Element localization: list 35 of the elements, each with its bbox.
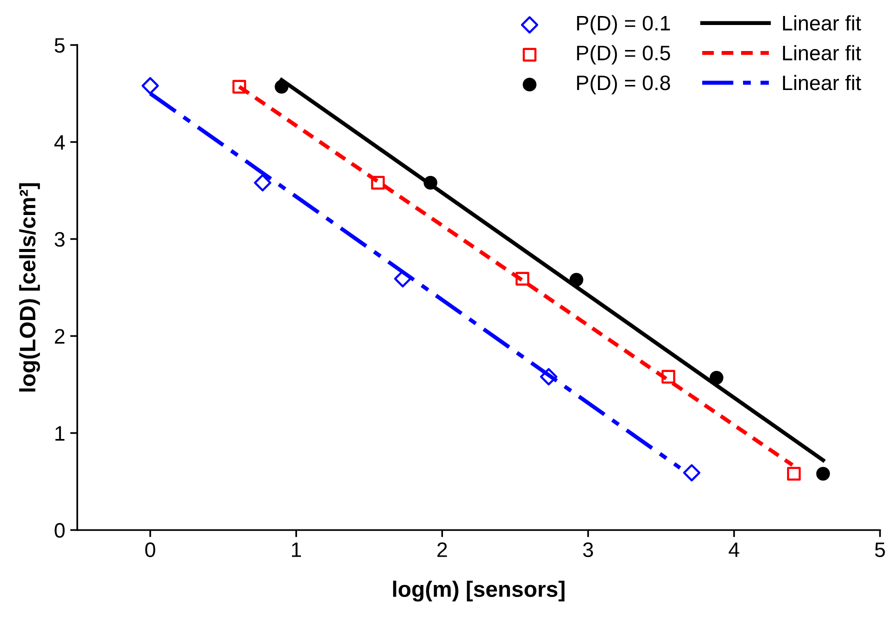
x-tick-label: 2 (437, 542, 447, 557)
point (394, 270, 412, 288)
legend-label: P(D) = 0.1 (577, 15, 670, 35)
point (274, 80, 288, 94)
point (662, 370, 676, 384)
x-axis-title: log(m) [sensors] (393, 580, 564, 602)
x-tick-label: 4 (728, 542, 740, 557)
legend-label: Linear fit (783, 74, 862, 90)
legend-label: Linear fit (783, 15, 862, 31)
point (570, 272, 584, 287)
legend-label: P(D) = 0.5 (577, 45, 670, 65)
y-tick-label: 5 (54, 38, 65, 53)
point (232, 80, 246, 94)
point (787, 466, 801, 481)
point (371, 176, 385, 190)
legend-label: Linear fit (783, 45, 862, 60)
point (254, 174, 272, 192)
y-axis-title: log(LOD) [cells/cm²] (19, 183, 40, 392)
x-tick-label: 5 (875, 542, 885, 558)
y-tick-label: 2 (54, 329, 64, 344)
x-tick-label: 1 (292, 542, 301, 557)
y-tick-label: 0 (54, 523, 65, 538)
y-tick-label: 3 (54, 232, 65, 247)
point (540, 368, 558, 386)
x-tick-label: 0 (145, 542, 156, 558)
point (424, 176, 438, 190)
legend-label: P(D) = 0.8 (577, 74, 670, 94)
x-tick-label: 3 (583, 542, 593, 558)
point (710, 370, 724, 385)
point (683, 464, 700, 482)
y-tick-label: 4 (54, 135, 65, 150)
point (516, 272, 530, 286)
point (816, 466, 830, 481)
y-tick-label: 1 (55, 426, 64, 441)
point (142, 77, 159, 94)
